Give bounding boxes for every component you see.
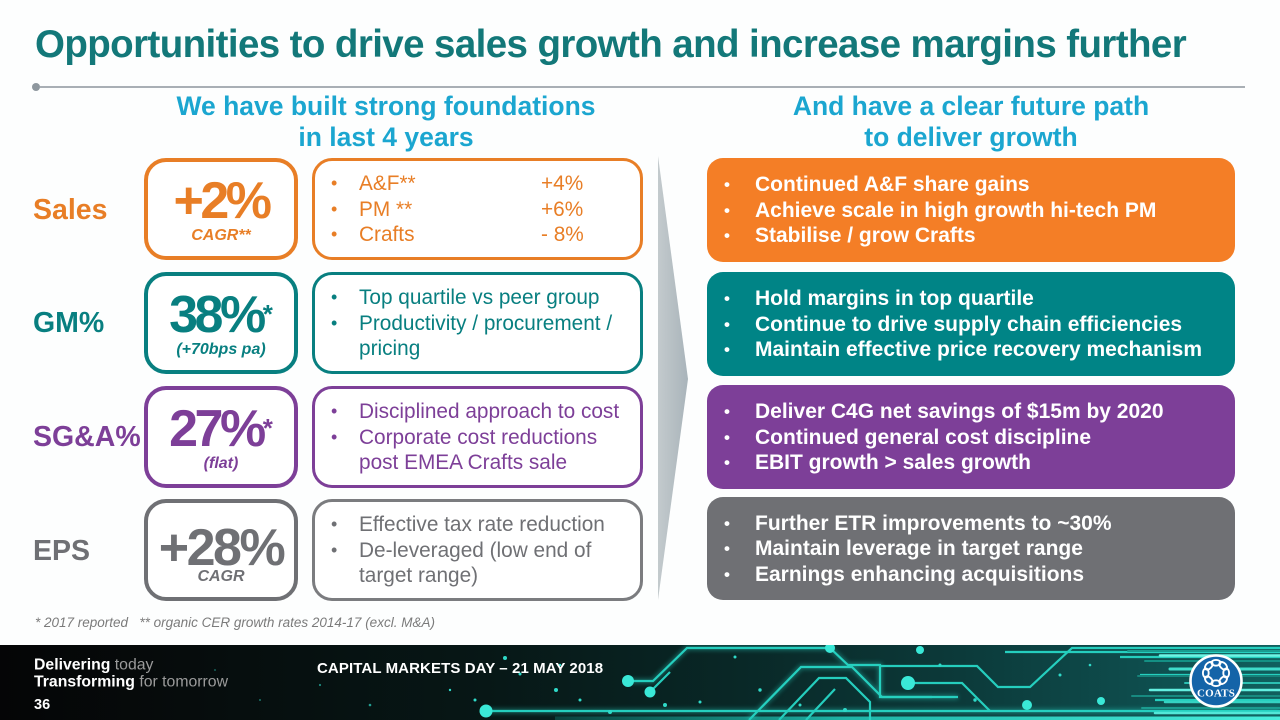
svg-text:CAPITAL MARKETS DAY – 21 MAY 2: CAPITAL MARKETS DAY – 21 MAY 2018 [317, 660, 603, 677]
svg-text:COATS: COATS [1197, 688, 1235, 700]
svg-text:Delivering today: Delivering today [34, 657, 154, 674]
svg-text:Transforming for tomorrow: Transforming for tomorrow [34, 674, 229, 691]
svg-text:36: 36 [34, 697, 50, 713]
